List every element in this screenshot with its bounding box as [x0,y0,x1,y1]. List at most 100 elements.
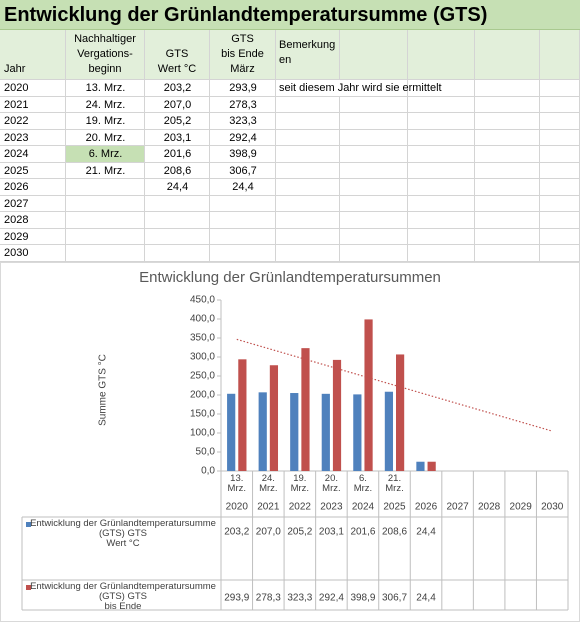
cell [276,228,340,245]
chart-frame [0,262,580,622]
cell [66,113,145,130]
cell-text: 13. Mrz. [85,82,126,94]
trendline [236,338,553,432]
cell [145,195,210,212]
cell-text: 203,2 [163,82,192,94]
cell [475,80,540,97]
cell [475,179,540,196]
y-tick-label: 250,0 [190,371,215,382]
cell-text: 19. Mrz. [85,115,126,127]
chart: Entwicklung der Grünlandtemperatursummen… [0,262,580,622]
cell [210,228,276,245]
cell [540,195,580,212]
cell [475,195,540,212]
bar [427,461,436,471]
cell [540,129,580,146]
cell [145,162,210,179]
cell-text: 21. Mrz. [85,164,126,177]
cell [475,228,540,245]
cell [475,129,540,146]
cell [540,245,580,262]
legend-label-box: Entwicklung der Grünlandtemperatursumme … [30,582,216,610]
cell [340,245,408,262]
cell [66,228,145,245]
cell [340,113,408,130]
bar [258,392,267,471]
cell-text: 278,3 [229,98,257,111]
legend-label-box: Entwicklung der Grünlandtemperatursumme … [30,519,216,549]
cell [276,179,340,196]
chart-title: Entwicklung der Grünlandtemperatursummen [139,269,441,286]
cell-text: 24. Mrz. [85,98,126,111]
header-cell [408,30,475,80]
cell [0,212,66,229]
cell [210,162,276,179]
table-value: 293,9 [224,593,249,604]
cell [145,212,210,229]
cell [276,195,340,212]
cell [210,212,276,229]
cell [408,80,475,97]
cell [540,113,580,130]
cell [408,228,475,245]
cell [145,146,210,163]
cell [540,146,580,163]
header-cell [540,30,580,80]
cell [66,179,145,196]
cell-text: 20. Mrz. [85,131,126,144]
cell [340,228,408,245]
cell [340,212,408,229]
x-sub-label: 20. Mrz. [322,474,341,494]
header-cell [340,30,408,80]
x-tick-label: 2027 [446,502,469,513]
cell-text: 2027 [4,197,29,210]
x-sub-label-box: 20. Mrz. [322,474,341,494]
sheet-title: Entwicklung der Grünlandtemperatursumme … [0,0,580,30]
bar [416,461,425,471]
cell [408,96,475,113]
y-tick-label: 0,0 [201,466,215,477]
x-sub-label: 21. Mrz. [385,474,404,494]
table-value: 205,2 [287,527,312,538]
bar [332,359,342,471]
cell [145,129,210,146]
cell-text: 2030 [4,247,29,259]
cell [340,179,408,196]
table-value: 292,4 [319,593,344,604]
y-tick-label: 450,0 [190,295,215,306]
cell [540,96,580,113]
y-tick-label: 350,0 [190,333,215,344]
cell [340,129,408,146]
cell [276,162,340,179]
x-tick-label: 2029 [510,502,533,513]
cell [66,129,145,146]
cell [210,129,276,146]
cell [66,195,145,212]
table-value: 398,9 [350,593,375,604]
x-tick-label: 2021 [257,502,280,513]
cell [475,96,540,113]
cell-text: 2026 [4,181,29,193]
table-value: 323,3 [287,593,312,604]
y-tick-label: 150,0 [190,409,215,420]
cell [66,146,145,163]
cell-text: 292,4 [229,131,257,144]
cell [210,113,276,130]
header-cell: Bemerkung en [276,30,340,80]
x-tick-label: 2025 [383,502,406,513]
legend-swatch [26,585,31,590]
cell [276,96,340,113]
x-sub-label: 6. Mrz. [353,474,373,494]
cell [210,80,276,97]
cell [0,245,66,262]
cell [210,96,276,113]
cell-text: 2021 [4,98,29,111]
cell-text: 293,9 [229,82,257,94]
bar [238,359,247,471]
cell [145,228,210,245]
cell [475,162,540,179]
header-cell: GTS bis Ende März [210,30,276,80]
cell-text: 2029 [4,230,29,243]
y-axis-label: Summe GTS °C [98,354,109,426]
